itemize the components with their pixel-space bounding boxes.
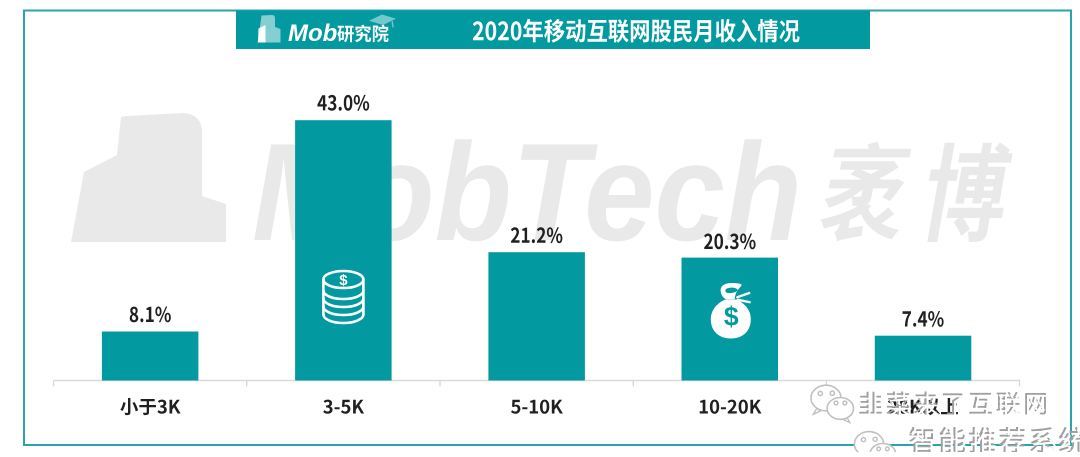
- svg-text:Mob: Mob: [288, 20, 337, 47]
- svg-text:$: $: [724, 302, 739, 332]
- svg-text:$: $: [339, 272, 348, 289]
